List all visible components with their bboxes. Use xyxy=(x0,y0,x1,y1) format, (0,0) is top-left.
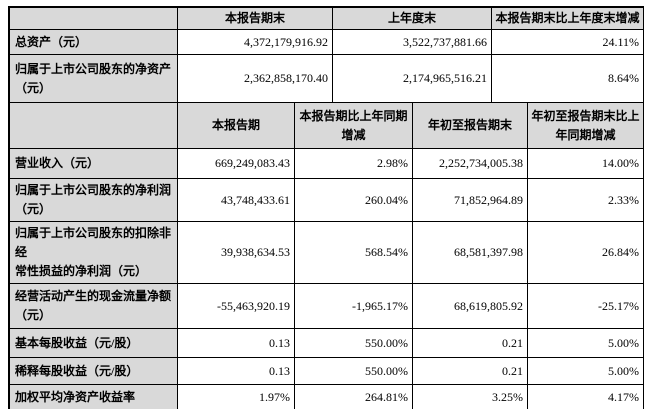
row-diluted-eps: 稀释每股收益（元/股） 0.13 550.00% 0.21 5.00% xyxy=(9,357,644,385)
corner-cell xyxy=(9,102,178,149)
value-cell: 5.00% xyxy=(527,328,644,358)
value-cell: 8.64% xyxy=(491,54,644,103)
balance-header-row: 本报告期末 上年度末 本报告期末比上年度末增减 xyxy=(9,7,644,30)
value-cell: -1,965.17% xyxy=(294,283,413,329)
value-cell: 264.81% xyxy=(294,384,413,409)
value-cell: 4,372,179,916.92 xyxy=(177,29,333,55)
value-cell: 2,362,858,170.40 xyxy=(177,54,333,103)
row-net-profit-excl-nonrecurring: 归属于上市公司股东的扣除非经 常性损益的净利润（元） 39,938,634.53… xyxy=(9,221,644,284)
value-cell: 1.97% xyxy=(177,384,295,409)
value-cell: 2.33% xyxy=(527,178,644,222)
value-cell: 4.17% xyxy=(527,384,644,409)
balance-summary-table: 本报告期末 上年度末 本报告期末比上年度末增减 总资产（元） 4,372,179… xyxy=(9,7,644,103)
income-summary-table: 本报告期 本报告期比上年同期 增减 年初至报告期末 年初至报告期末比上 年同期增… xyxy=(9,102,644,409)
value-cell: 2.98% xyxy=(294,148,413,179)
value-cell: 550.00% xyxy=(294,328,413,358)
value-cell: 71,852,964.89 xyxy=(412,178,528,222)
row-weighted-avg-roe: 加权平均净资产收益率 1.97% 264.81% 3.25% 4.17% xyxy=(9,384,644,409)
income-header-row: 本报告期 本报告期比上年同期 增减 年初至报告期末 年初至报告期末比上 年同期增… xyxy=(9,102,644,149)
value-cell: 2,252,734,005.38 xyxy=(412,148,528,179)
value-cell: 0.13 xyxy=(177,357,295,385)
value-cell: 14.00% xyxy=(527,148,644,179)
row-label: 总资产（元） xyxy=(9,29,178,55)
row-operating-cash-flow: 经营活动产生的现金流量净额 （元） -55,463,920.19 -1,965.… xyxy=(9,283,644,329)
value-cell: 68,581,397.98 xyxy=(412,221,528,284)
row-net-assets-attributable: 归属于上市公司股东的净资产 （元） 2,362,858,170.40 2,174… xyxy=(9,54,644,103)
col-header-ytd: 年初至报告期末 xyxy=(412,102,528,149)
value-cell: 26.84% xyxy=(527,221,644,284)
value-cell: 43,748,433.61 xyxy=(177,178,295,222)
value-cell: 2,174,965,516.21 xyxy=(332,54,492,103)
row-label: 基本每股收益（元/股） xyxy=(9,328,178,358)
row-revenue: 营业收入（元） 669,249,083.43 2.98% 2,252,734,0… xyxy=(9,148,644,179)
corner-cell xyxy=(9,7,178,30)
col-header-change-vs-prior-year-end: 本报告期末比上年度末增减 xyxy=(491,7,644,30)
col-header-prior-year-end: 上年度末 xyxy=(332,7,492,30)
row-label: 稀释每股收益（元/股） xyxy=(9,357,178,385)
value-cell: 68,619,805.92 xyxy=(412,283,528,329)
col-header-ytd-yoy-change: 年初至报告期末比上 年同期增减 xyxy=(527,102,644,149)
key-accounting-data-table: 本报告期末 上年度末 本报告期末比上年度末增减 总资产（元） 4,372,179… xyxy=(8,6,644,409)
value-cell: 0.21 xyxy=(412,328,528,358)
value-cell: 550.00% xyxy=(294,357,413,385)
row-total-assets: 总资产（元） 4,372,179,916.92 3,522,737,881.66… xyxy=(9,29,644,55)
value-cell: -55,463,920.19 xyxy=(177,283,295,329)
col-header-current-period-end: 本报告期末 xyxy=(177,7,333,30)
row-label: 归属于上市公司股东的净资产 （元） xyxy=(9,54,178,103)
value-cell: 5.00% xyxy=(527,357,644,385)
value-cell: 0.13 xyxy=(177,328,295,358)
col-header-report-period: 本报告期 xyxy=(177,102,295,149)
value-cell: -25.17% xyxy=(527,283,644,329)
value-cell: 3,522,737,881.66 xyxy=(332,29,492,55)
value-cell: 24.11% xyxy=(491,29,644,55)
value-cell: 669,249,083.43 xyxy=(177,148,295,179)
row-label: 加权平均净资产收益率 xyxy=(9,384,178,409)
row-net-profit-attributable: 归属于上市公司股东的净利润 （元） 43,748,433.61 260.04% … xyxy=(9,178,644,222)
row-label: 经营活动产生的现金流量净额 （元） xyxy=(9,283,178,329)
value-cell: 39,938,634.53 xyxy=(177,221,295,284)
row-label: 营业收入（元） xyxy=(9,148,178,179)
row-basic-eps: 基本每股收益（元/股） 0.13 550.00% 0.21 5.00% xyxy=(9,328,644,358)
row-label: 归属于上市公司股东的扣除非经 常性损益的净利润（元） xyxy=(9,221,178,284)
value-cell: 260.04% xyxy=(294,178,413,222)
col-header-period-yoy-change: 本报告期比上年同期 增减 xyxy=(294,102,413,149)
value-cell: 568.54% xyxy=(294,221,413,284)
value-cell: 0.21 xyxy=(412,357,528,385)
value-cell: 3.25% xyxy=(412,384,528,409)
row-label: 归属于上市公司股东的净利润 （元） xyxy=(9,178,178,222)
